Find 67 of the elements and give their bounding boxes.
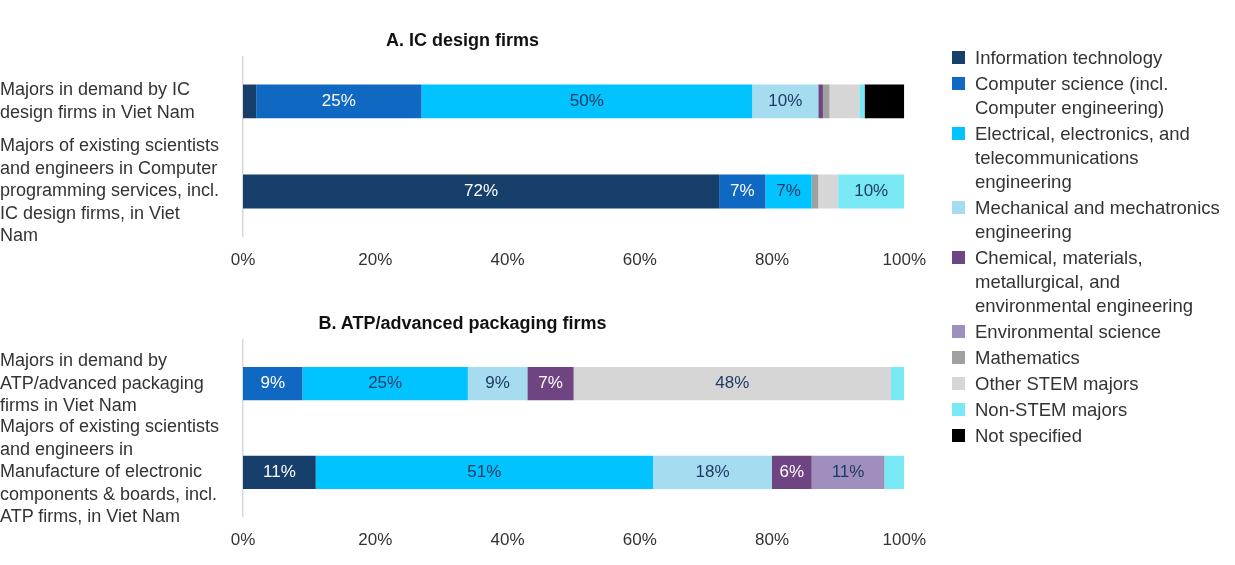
bar — [243, 84, 257, 119]
legend-label: Non-STEM majors — [975, 398, 1128, 422]
x-tick-label: 80% — [754, 250, 790, 270]
x-tick-label: 40% — [490, 530, 525, 550]
bar — [818, 84, 823, 119]
x-tick-label: 20% — [358, 250, 393, 270]
data-label: 6% — [779, 461, 805, 481]
y-tick-label: Majors in demand by IC design firms in Viet Nam — [0, 79, 195, 122]
legend-label: Other STEM majors — [975, 372, 1139, 396]
bar — [573, 366, 892, 401]
legend-label: Computer science (incl. Computer engineering) — [975, 72, 1170, 120]
data-label: 10% — [768, 91, 803, 111]
x-tick-label: 60% — [622, 250, 657, 270]
y-tick-label: Majors of existing scientists and engineers in Computer programming services, incl. IC design firms, in Viet Nam — [0, 135, 220, 246]
bar — [818, 174, 839, 209]
data-label: 25% — [368, 373, 403, 393]
legend-label: Not specified — [975, 424, 1082, 448]
bar — [822, 84, 830, 119]
bar — [302, 366, 468, 401]
bar — [859, 84, 865, 119]
data-label: 48% — [715, 373, 750, 393]
bar — [243, 174, 720, 209]
data-label: 50% — [569, 91, 604, 111]
legend-label: Chemical, materials, metallurgical, and environmental engineering — [975, 246, 1195, 318]
bar — [884, 455, 905, 489]
bar — [829, 84, 860, 119]
y-tick-label: Majors in demand by ATP/advanced packaging firms in Viet Nam — [0, 350, 204, 416]
x-tick-label: 0% — [230, 250, 256, 270]
bar — [752, 84, 819, 119]
data-label: 51% — [467, 461, 502, 481]
x-tick-label: 80% — [754, 530, 790, 550]
x-tick-label: 0% — [230, 530, 256, 550]
data-label: 10% — [854, 181, 889, 201]
bar — [243, 366, 303, 401]
data-label: 11% — [831, 461, 865, 481]
chart-title: A. IC design firms — [385, 30, 540, 51]
bar — [315, 455, 653, 489]
bar — [765, 174, 812, 209]
bar — [256, 84, 422, 119]
data-label: 72% — [464, 181, 499, 201]
x-tick-label: 40% — [490, 250, 525, 270]
x-tick-label: 60% — [622, 530, 657, 550]
y-tick-label: Majors of existing scientists and engineers in Manufacture of electronic components & boards, incl. ATP firms, in Viet Nam — [0, 416, 220, 527]
data-label: 18% — [695, 461, 730, 481]
x-tick-label: 100% — [882, 250, 926, 270]
bar — [652, 455, 773, 489]
legend-label: Information technology — [975, 46, 1163, 70]
legend-label: Mechanical and mechatronics engineering — [975, 196, 1221, 244]
x-tick-label: 100% — [882, 530, 926, 550]
bar — [864, 84, 905, 119]
legend-label: Mathematics — [975, 346, 1080, 370]
legend-label: Electrical, electronics, and telecommunications engineering — [975, 122, 1191, 194]
data-label: 9% — [260, 373, 286, 393]
bar — [811, 455, 885, 489]
data-label: 9% — [485, 373, 510, 393]
bar — [421, 84, 753, 119]
chart-title: B. ATP/advanced packaging firms — [318, 313, 607, 334]
bar — [243, 455, 316, 489]
x-tick-label: 20% — [358, 530, 393, 550]
data-label: 7% — [776, 181, 801, 201]
data-label: 11% — [262, 461, 296, 481]
legend-label: Environmental science — [975, 320, 1162, 344]
bar — [891, 366, 905, 401]
data-label: 7% — [538, 373, 563, 393]
data-label: 7% — [729, 181, 755, 201]
bar — [527, 366, 574, 401]
data-label: 25% — [321, 91, 356, 111]
